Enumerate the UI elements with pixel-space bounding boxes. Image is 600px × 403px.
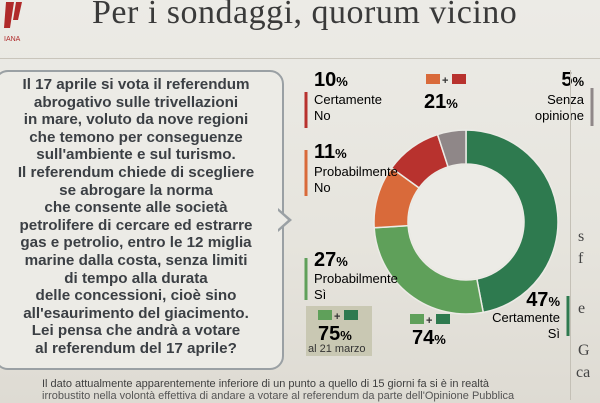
- label-prob-si-pct: 27%: [314, 249, 348, 271]
- label-prob-no-pct: 11%: [314, 141, 347, 163]
- no-total-swatch-red: [452, 74, 466, 84]
- label-cert-si-line1: Certamente: [492, 310, 560, 325]
- headline: Per i sondaggi, quorum vicino: [92, 0, 518, 31]
- donut-group: [373, 129, 559, 315]
- adjacent-text-fragment: G: [578, 342, 590, 359]
- label-cert-no-line2: No: [314, 108, 331, 123]
- prev-total-note: al 21 marzo: [308, 343, 365, 355]
- prev-total-swatch-dark: [344, 310, 358, 320]
- no-total-swatch-orange: [426, 74, 440, 84]
- prev-total-value: 75%: [318, 323, 352, 345]
- donut-slice-certamente-s-: [465, 129, 559, 314]
- donut-slice-senza-opinione: [436, 129, 467, 168]
- label-senza-line2: opinione: [535, 108, 584, 123]
- label-cert-si-line2: Sì: [548, 326, 560, 341]
- donut-hole: [409, 165, 523, 279]
- divider: [0, 58, 600, 59]
- newspaper-logo-icon: [4, 2, 22, 28]
- adjacent-text-fragment: s: [578, 228, 585, 245]
- label-prob-si-line2: Sì: [314, 287, 326, 302]
- question-box: [0, 70, 284, 370]
- si-total-value: 74%: [412, 327, 446, 349]
- no-total-value: 21%: [424, 91, 458, 113]
- logo-text: IANA: [4, 36, 21, 43]
- adjacent-column: [570, 70, 600, 400]
- question-pointer-fill: [278, 211, 288, 229]
- prev-total-swatch-light: [318, 310, 332, 320]
- si-total-swatch-dark: [436, 314, 450, 324]
- question-text: Il 17 aprile si vota il referendum abrog…: [17, 76, 255, 357]
- adjacent-text-fragment: ca: [576, 364, 591, 381]
- adjacent-text-fragment: e: [578, 300, 586, 317]
- label-cert-no-line1: Certamente: [314, 92, 382, 107]
- si-total-plus: +: [426, 315, 432, 327]
- label-senza-line1: Senza: [547, 92, 585, 107]
- footnote-line-1: Il dato attualmente apparentemente infer…: [42, 378, 490, 390]
- prev-total-plus: +: [334, 311, 340, 323]
- si-total-swatch-light: [410, 314, 424, 324]
- footnote-line-2: irrobustito nella volontà effettiva di a…: [42, 390, 515, 402]
- previous-total-highlight: [306, 306, 372, 356]
- no-total-plus: +: [442, 75, 448, 87]
- label-cert-si-pct: 47%: [526, 289, 560, 311]
- label-prob-no-line1: Probabilmente: [314, 164, 398, 179]
- label-senza-pct: 5%: [561, 69, 584, 91]
- adjacent-text-fragment: f: [578, 250, 584, 267]
- label-prob-si-line1: Probabilmente: [314, 271, 398, 286]
- label-prob-no-line2: No: [314, 180, 331, 195]
- label-cert-no-pct: 10%: [314, 69, 348, 91]
